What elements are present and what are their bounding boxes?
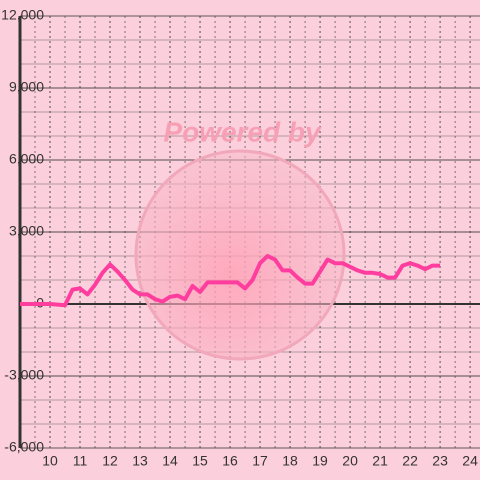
x-tick-label: 18 [282, 453, 298, 469]
x-tick-label: 16 [222, 453, 238, 469]
y-tick-label: -6,000 [4, 439, 44, 455]
x-tick-label: 20 [342, 453, 358, 469]
x-tick-label: 23 [432, 453, 448, 469]
y-tick-label: -3,000 [4, 367, 44, 383]
watermark-globe [134, 149, 346, 361]
y-tick-label: 9,000 [9, 79, 44, 95]
y-tick-label: 3,000 [9, 223, 44, 239]
x-tick-label: 22 [402, 453, 418, 469]
x-tick-label: 13 [132, 453, 148, 469]
data-line [20, 254, 441, 308]
y-tick-label: 6,000 [9, 151, 44, 167]
x-tick-label: 17 [252, 453, 268, 469]
x-tick-label: 21 [372, 453, 388, 469]
x-tick-label: 24 [462, 453, 478, 469]
y-tick-label: 12,000 [1, 7, 44, 23]
x-tick-label: 14 [162, 453, 178, 469]
watermark-text: Powered by [163, 116, 322, 147]
x-tick-label: 10 [42, 453, 58, 469]
x-tick-label: 19 [312, 453, 328, 469]
plot [20, 254, 441, 308]
x-tick-label: 15 [192, 453, 208, 469]
x-tick-label: 12 [102, 453, 118, 469]
x-tick-label: 11 [73, 453, 88, 469]
